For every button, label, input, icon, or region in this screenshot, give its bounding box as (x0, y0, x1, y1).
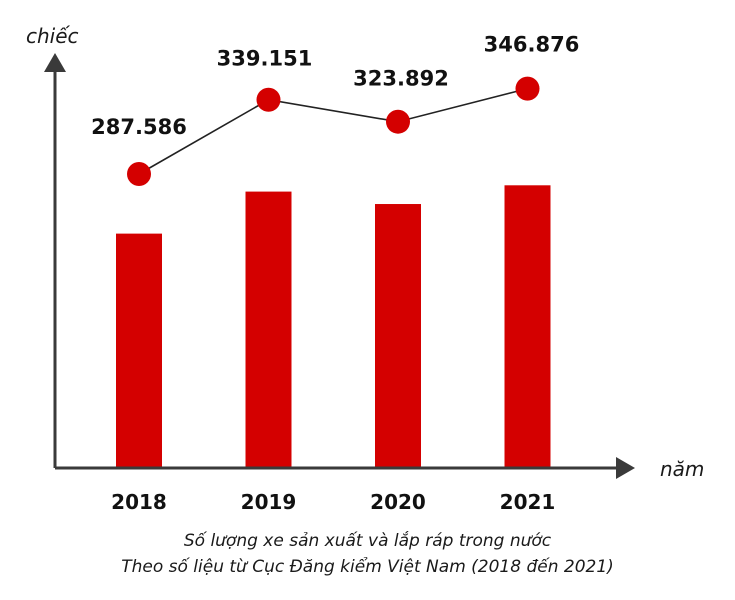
data-label-2019: 339.151 (217, 47, 313, 71)
caption-line-1: Số lượng xe sản xuất và lắp ráp trong nư… (183, 531, 552, 551)
marker-2018 (127, 162, 151, 186)
labels-layer: 287.586 339.151 323.892 346.876 (91, 33, 579, 139)
bar-2021 (504, 185, 551, 468)
x-axis-label: năm (660, 457, 704, 481)
chart-svg: chiếc năm 2018 2019 2020 2021 287.586 339.15… (26, 24, 704, 514)
x-tick-label-2020: 2020 (370, 490, 426, 514)
marker-2021 (515, 76, 540, 101)
bar-2018 (116, 233, 162, 468)
y-axis-label: chiếc (26, 24, 79, 48)
data-label-2021: 346.876 (484, 33, 580, 57)
axes-layer: chiếc năm (26, 24, 704, 481)
bar-2019 (245, 191, 292, 469)
x-tick-label-2018: 2018 (111, 490, 167, 514)
marker-2019 (256, 87, 281, 112)
bars-layer (116, 185, 551, 469)
series-line (138, 87, 528, 175)
ticks-layer: 2018 2019 2020 2021 (111, 490, 555, 514)
data-label-2020: 323.892 (353, 67, 449, 91)
x-tick-label-2019: 2019 (241, 490, 297, 514)
bar-2020 (375, 204, 421, 468)
caption-line-2: Theo số liệu từ Cục Đăng kiểm Việt Nam (… (121, 557, 614, 577)
y-axis-arrow (44, 53, 66, 72)
data-label-2018: 287.586 (91, 115, 187, 139)
marker-2020 (386, 109, 410, 134)
line-layer (127, 76, 540, 186)
x-axis-arrow (616, 457, 635, 479)
x-tick-label-2021: 2021 (500, 490, 556, 514)
